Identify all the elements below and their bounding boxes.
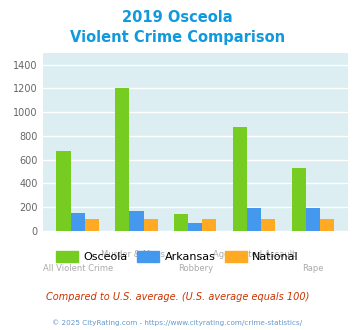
Text: All Violent Crime: All Violent Crime	[43, 264, 113, 273]
Bar	[306, 209, 320, 231]
Bar	[320, 219, 334, 231]
Bar	[247, 209, 261, 231]
Text: Aggravated Assault: Aggravated Assault	[213, 250, 295, 259]
Bar	[188, 223, 202, 231]
Bar	[233, 127, 247, 231]
Text: Murder & Mans...: Murder & Mans...	[100, 250, 173, 259]
Text: © 2025 CityRating.com - https://www.cityrating.com/crime-statistics/: © 2025 CityRating.com - https://www.city…	[53, 319, 302, 326]
Text: Violent Crime Comparison: Violent Crime Comparison	[70, 30, 285, 45]
Bar	[56, 151, 71, 231]
Bar	[85, 219, 99, 231]
Bar	[129, 211, 143, 231]
Bar	[115, 88, 129, 231]
Text: Rape: Rape	[302, 264, 324, 273]
Text: 2019 Osceola: 2019 Osceola	[122, 10, 233, 25]
Bar	[292, 168, 306, 231]
Bar	[174, 214, 188, 231]
Bar	[202, 219, 217, 231]
Text: Compared to U.S. average. (U.S. average equals 100): Compared to U.S. average. (U.S. average …	[46, 292, 309, 302]
Bar	[71, 213, 85, 231]
Bar	[143, 219, 158, 231]
Bar	[261, 219, 275, 231]
Legend: Osceola, Arkansas, National: Osceola, Arkansas, National	[51, 247, 304, 267]
Text: Robbery: Robbery	[178, 264, 213, 273]
